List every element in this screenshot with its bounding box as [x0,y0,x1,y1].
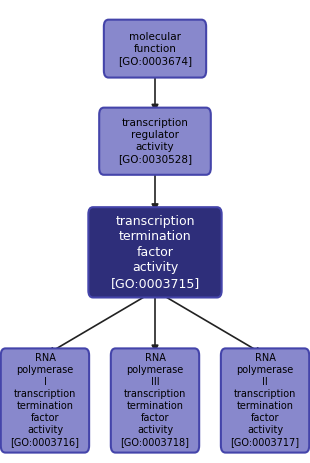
FancyBboxPatch shape [221,348,309,453]
FancyBboxPatch shape [1,348,89,453]
Text: transcription
regulator
activity
[GO:0030528]: transcription regulator activity [GO:003… [118,118,192,164]
FancyBboxPatch shape [99,108,211,175]
FancyBboxPatch shape [88,207,222,298]
Text: RNA
polymerase
III
transcription
termination
factor
activity
[GO:0003718]: RNA polymerase III transcription termina… [121,353,189,448]
Text: RNA
polymerase
II
transcription
termination
factor
activity
[GO:0003717]: RNA polymerase II transcription terminat… [231,353,299,448]
FancyBboxPatch shape [104,19,206,77]
Text: molecular
function
[GO:0003674]: molecular function [GO:0003674] [118,31,192,66]
Text: transcription
termination
factor
activity
[GO:0003715]: transcription termination factor activit… [110,215,200,290]
FancyBboxPatch shape [111,348,199,453]
Text: RNA
polymerase
I
transcription
termination
factor
activity
[GO:0003716]: RNA polymerase I transcription terminati… [11,353,79,448]
